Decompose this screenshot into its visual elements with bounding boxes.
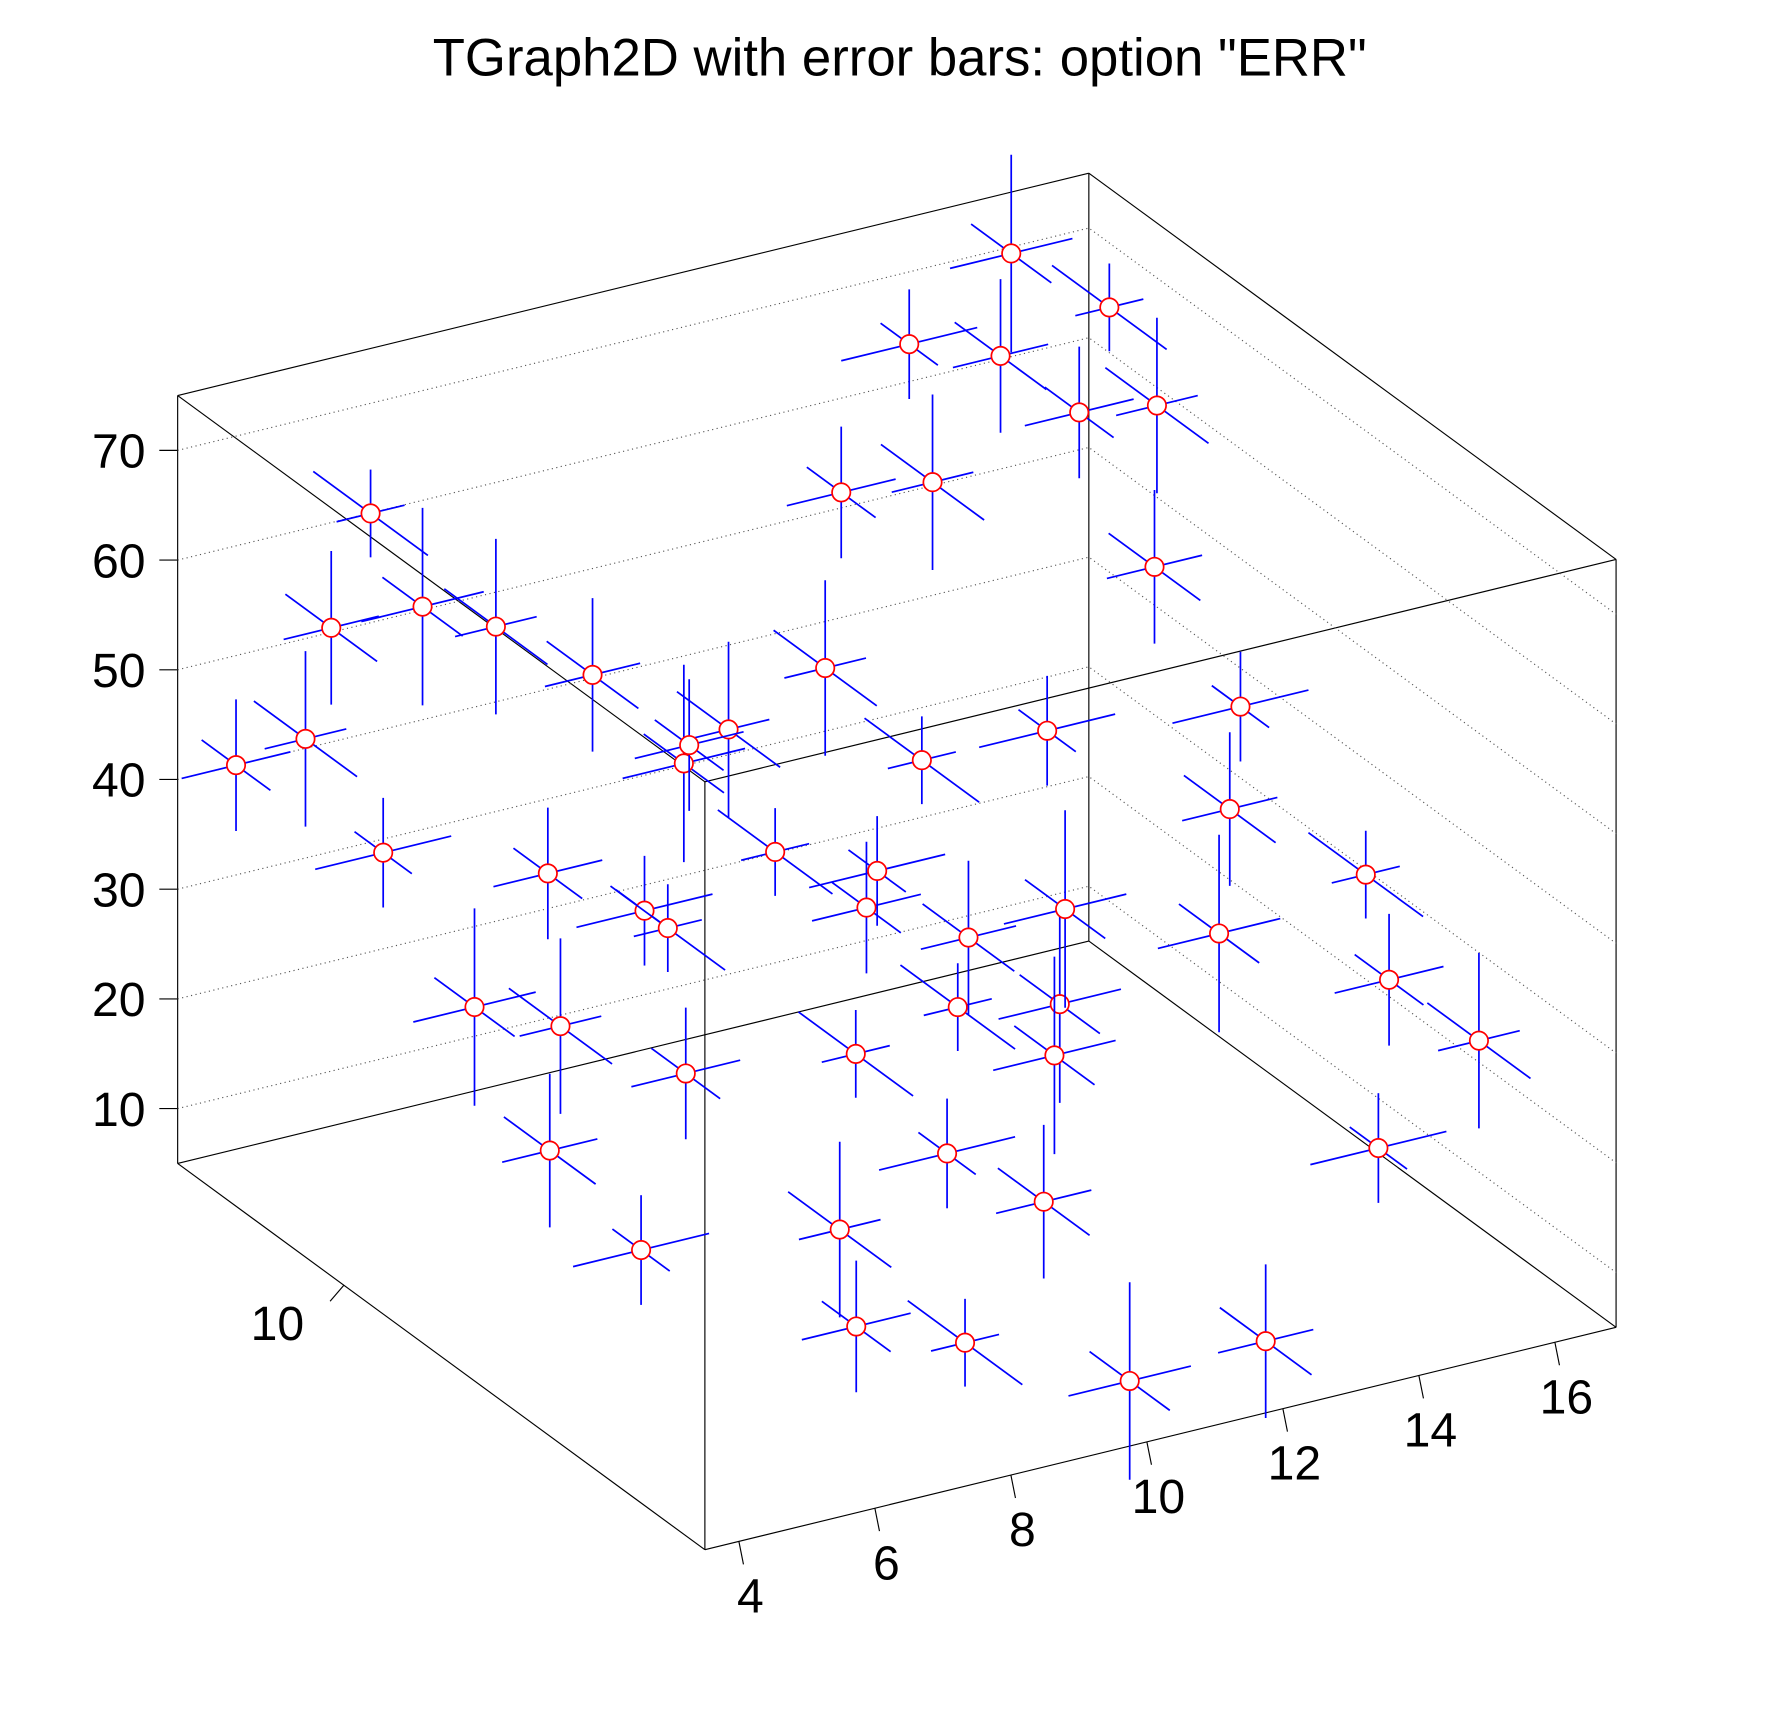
- data-point: [1049, 994, 1070, 1015]
- data-point: [539, 1140, 560, 1161]
- chart-title: TGraph2D with error bars: option "ERR": [433, 29, 1367, 88]
- grid-line: [177, 666, 1617, 1054]
- x-tick-label: 12: [1268, 1437, 1322, 1491]
- y-tick-label: 10: [251, 1297, 305, 1351]
- data-point: [673, 753, 694, 774]
- data-point: [1468, 1030, 1489, 1051]
- data-point: [1209, 923, 1230, 944]
- data-point: [1055, 899, 1076, 920]
- data-point: [1033, 1191, 1054, 1212]
- data-point: [845, 1043, 866, 1064]
- x-tick-label: 8: [1009, 1503, 1036, 1557]
- grid-line: [177, 446, 1617, 835]
- grid-line: [177, 885, 1617, 1273]
- data-point: [846, 1316, 867, 1337]
- data-point: [631, 1240, 652, 1261]
- box-edge: [1088, 172, 1617, 560]
- x-tick: [1554, 1342, 1561, 1366]
- data-point: [899, 334, 920, 355]
- z-tick-label: 60: [92, 534, 146, 588]
- data-point: [955, 1332, 976, 1353]
- x-tick: [1418, 1375, 1425, 1399]
- data-point: [1001, 243, 1022, 264]
- x-tick-label: 10: [1132, 1470, 1186, 1524]
- data-point: [856, 897, 877, 918]
- data-point: [360, 503, 381, 524]
- data-point: [321, 617, 342, 638]
- data-point: [958, 927, 979, 948]
- data-point: [1368, 1138, 1389, 1159]
- data-point: [947, 997, 968, 1018]
- data-point: [1219, 799, 1240, 820]
- data-point: [922, 472, 943, 493]
- data-point: [582, 664, 603, 685]
- z-tick-label: 50: [92, 644, 146, 698]
- data-point: [1099, 297, 1120, 318]
- box-edge: [177, 395, 706, 783]
- data-point: [1146, 395, 1167, 416]
- data-point: [911, 750, 932, 771]
- grid-line: [177, 227, 1617, 615]
- data-point: [1379, 969, 1400, 990]
- data-point: [485, 616, 506, 637]
- data-point: [765, 841, 786, 862]
- grid-line: [177, 775, 1617, 1164]
- data-point: [1037, 720, 1058, 741]
- x-tick-label: 14: [1404, 1404, 1458, 1458]
- data-point: [550, 1016, 571, 1037]
- x-tick-label: 6: [873, 1536, 900, 1590]
- data-point: [1144, 556, 1165, 577]
- data-point: [1069, 402, 1090, 423]
- box-edge: [177, 1162, 706, 1551]
- z-tick-label: 70: [92, 425, 146, 479]
- data-point: [464, 997, 485, 1018]
- x-tick: [1146, 1441, 1153, 1465]
- data-point: [1044, 1045, 1065, 1066]
- grid-line: [177, 556, 1617, 944]
- box-edge: [1088, 940, 1617, 1328]
- data-point: [1355, 864, 1376, 885]
- grid-line: [177, 337, 1617, 725]
- data-point: [537, 863, 558, 884]
- data-point: [226, 755, 247, 776]
- z-tick-label: 40: [92, 754, 146, 808]
- data-point: [831, 482, 852, 503]
- x-tick: [1010, 1474, 1017, 1499]
- data-point: [990, 345, 1011, 366]
- x-tick: [874, 1508, 881, 1532]
- z-tick-label: 30: [92, 863, 146, 917]
- data-point: [867, 860, 888, 881]
- data-point: [937, 1143, 958, 1164]
- data-point: [1255, 1331, 1276, 1352]
- data-point: [295, 728, 316, 749]
- z-tick-label: 20: [92, 973, 146, 1027]
- data-point: [657, 918, 678, 939]
- x-tick-label: 4: [737, 1569, 764, 1623]
- box-edge: [177, 172, 1089, 397]
- data-point: [1230, 696, 1251, 717]
- y-tick: [329, 1284, 345, 1302]
- data-point: [675, 1063, 696, 1084]
- data-point: [829, 1219, 850, 1240]
- x-tick: [1282, 1408, 1289, 1432]
- x-tick-label: 16: [1540, 1370, 1594, 1424]
- data-point: [412, 596, 433, 617]
- box-edge: [704, 1326, 1617, 1551]
- data-point: [1119, 1370, 1140, 1392]
- box-edge: [177, 940, 1089, 1165]
- x-tick: [738, 1541, 745, 1565]
- z-tick-label: 10: [92, 1083, 146, 1137]
- data-point: [815, 658, 836, 679]
- box-edge: [704, 558, 1617, 783]
- data-point: [373, 842, 394, 863]
- data-point: [679, 735, 700, 756]
